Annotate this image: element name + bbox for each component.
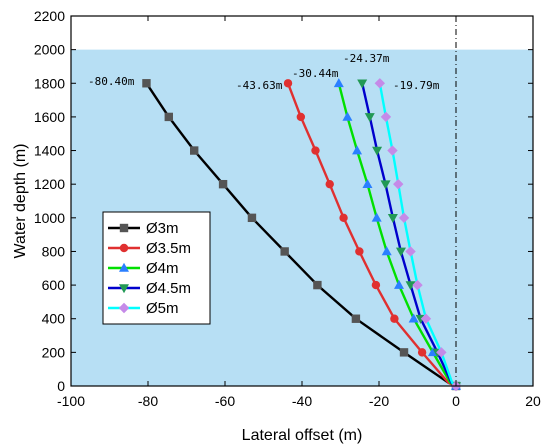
series-marker (394, 279, 405, 289)
y-tick-label: 2000 (34, 42, 65, 58)
legend-label: Ø3.5m (146, 240, 191, 257)
series-marker (218, 179, 228, 189)
y-tick-label: 1800 (34, 75, 65, 91)
series-marker (342, 111, 353, 121)
series-marker (395, 247, 406, 257)
series-marker (283, 79, 293, 88)
legend-label: Ø4.5m (146, 280, 191, 297)
series-marker (325, 179, 334, 189)
series-marker (417, 348, 427, 357)
series-marker (362, 178, 373, 188)
series-marker (118, 302, 130, 314)
y-tick-label: 1000 (34, 210, 65, 226)
x-tick-label: -40 (292, 393, 312, 409)
annotation-layer: -80.40m -43.63m -30.44m -24.37m -19.79m (88, 52, 440, 92)
annotation-label: -80.40m (88, 75, 135, 88)
series-marker (371, 280, 381, 290)
series-marker (390, 314, 399, 323)
series-marker (405, 281, 416, 291)
series-marker (119, 284, 129, 294)
series-marker (164, 112, 173, 122)
series-marker (352, 145, 363, 155)
y-tick-label: 800 (42, 243, 66, 259)
series-marker (119, 262, 129, 272)
y-tick-label: 2200 (34, 8, 65, 24)
annotation-label: -24.37m (343, 52, 390, 65)
series-marker (405, 246, 416, 257)
y-tick-label: 0 (57, 378, 65, 394)
y-axis-title: Water depth (m) (12, 144, 29, 259)
annotation-label: -30.44m (292, 67, 339, 80)
y-tick-label: 1600 (34, 109, 65, 125)
series-group (333, 78, 461, 390)
x-tick-label: -60 (215, 393, 235, 409)
series-marker (364, 113, 375, 123)
series-marker (380, 180, 391, 190)
x-tick-label: -20 (369, 393, 389, 409)
x-tick-label: -100 (57, 393, 85, 409)
series-marker (408, 313, 419, 323)
series-group (283, 79, 461, 391)
x-tick-label: 0 (452, 393, 460, 409)
series-group (374, 78, 462, 392)
series-marker (380, 111, 392, 123)
x-tick-label: 20 (525, 393, 541, 409)
series-marker (357, 79, 368, 89)
legend: Ø3m Ø3.5m Ø4m Ø4.5m Ø5m (102, 211, 211, 325)
series-marker (436, 347, 447, 358)
annotation-label: -19.79m (393, 79, 440, 92)
series-marker (371, 212, 382, 222)
series-marker (311, 146, 320, 155)
series-marker (333, 78, 344, 88)
series-marker (399, 348, 409, 357)
series-marker (387, 145, 398, 156)
series-marker (119, 243, 129, 253)
series-marker (296, 112, 306, 122)
series-marker (381, 246, 392, 256)
series-marker (313, 280, 322, 290)
series-marker (398, 212, 410, 224)
series-marker (412, 279, 423, 291)
x-axis-title: Lateral offset (m) (242, 427, 363, 444)
series-marker (427, 347, 438, 357)
legend-label: Ø5m (146, 300, 179, 317)
y-tick-label: 1200 (34, 176, 65, 192)
legend-label: Ø4m (146, 260, 179, 277)
series-marker (190, 146, 199, 155)
series-marker (420, 313, 432, 324)
series-marker (280, 247, 289, 256)
series-marker (119, 223, 129, 233)
series-marker (142, 79, 151, 88)
y-tick-label: 1400 (34, 143, 65, 159)
y-tick-label: 200 (42, 344, 66, 360)
series-marker (387, 214, 398, 224)
legend-label: Ø3m (146, 220, 179, 237)
series-marker (372, 146, 383, 156)
series-marker (393, 178, 404, 190)
y-tick-label: 600 (42, 277, 66, 293)
series-marker (247, 213, 257, 223)
series-marker (339, 213, 348, 223)
axis-layer: -100 -80 -60 -40 -20 0 20020040060080010001200… (34, 8, 541, 409)
y-tick-label: 400 (42, 311, 66, 327)
series-marker (355, 247, 364, 256)
series-marker (374, 78, 386, 89)
annotation-label: -43.63m (236, 79, 283, 92)
series-marker (351, 314, 361, 323)
x-tick-label: -80 (138, 393, 158, 409)
